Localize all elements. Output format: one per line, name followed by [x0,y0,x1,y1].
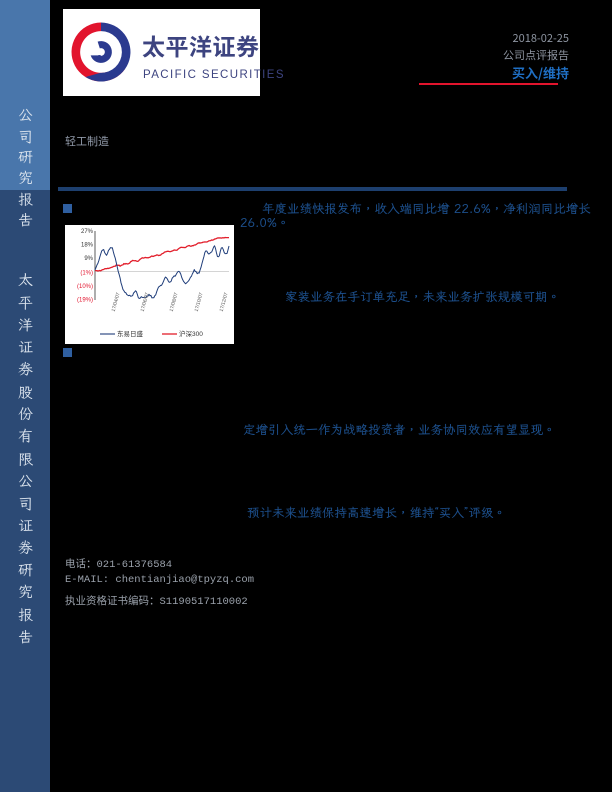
svg-text:(19%): (19%) [77,298,93,304]
svg-text:东易日盛: 东易日盛 [117,329,144,338]
svg-text:(10%): (10%) [77,284,93,290]
svg-text:(1%): (1%) [80,271,93,277]
svg-text:17/12/07: 17/12/07 [219,292,230,313]
svg-text:9%: 9% [84,256,93,262]
svg-text:沪深300: 沪深300 [179,329,203,338]
svg-text:27%: 27% [81,229,94,235]
svg-text:17/06/07: 17/06/07 [140,292,151,313]
svg-text:17/04/07: 17/04/07 [111,292,122,313]
svg-text:17/08/07: 17/08/07 [169,292,180,313]
svg-text:17/10/07: 17/10/07 [194,292,205,313]
svg-text:18%: 18% [81,243,94,249]
